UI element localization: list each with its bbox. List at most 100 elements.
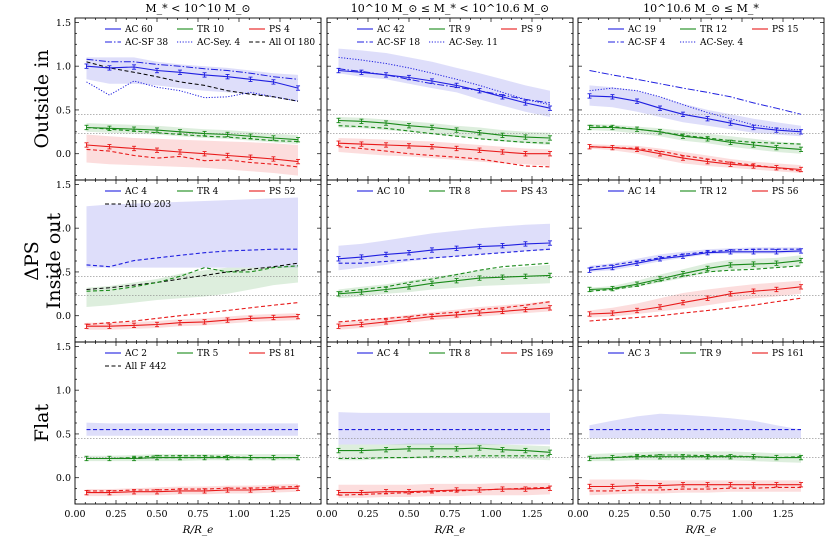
tr-point [658, 454, 662, 460]
ps-point [407, 143, 411, 149]
panel-r0-c0: 0.0 0.5 1.0 1.5 AC 60 TR 10 PS 4 AC-SF 38 AC-Sey… [56, 17, 322, 181]
ps-point [225, 152, 230, 159]
ps-point [107, 144, 112, 150]
tr-point [84, 124, 89, 131]
tr-point [248, 454, 253, 461]
legend-entry: AC-Sey. 11 [429, 38, 498, 48]
ac-point [548, 105, 553, 111]
ps-point [336, 323, 341, 329]
ac-band [589, 413, 801, 439]
legend-label: PS 4 [269, 25, 290, 35]
legend-label: TR 8 [449, 187, 471, 197]
ps-point [658, 304, 662, 310]
legend-entry: TR 12 [680, 25, 727, 35]
legend-entry: TR 9 [680, 349, 722, 359]
tr-point [751, 142, 756, 148]
ps-point [548, 305, 553, 311]
panel-r0-c1: AC 42 TR 9 PS 9 AC-SF 18 AC-Sey. 11 [326, 17, 574, 181]
panel-r0-c2: AC 19 TR 12 PS 15 AC-SF 4 AC-Sey. 4 [577, 17, 825, 181]
tr-point [548, 449, 553, 455]
ps-point [500, 486, 505, 492]
svg-text:Flat: Flat [31, 404, 53, 443]
legend-entry: TR 9 [429, 25, 471, 35]
legend-label: TR 12 [700, 25, 727, 35]
legend-entry: AC 4 [357, 349, 399, 359]
ps-point [610, 310, 615, 316]
ps-dashed-line [86, 148, 299, 168]
tr-point [587, 455, 592, 462]
tr-point [107, 455, 112, 462]
ac-band [86, 57, 298, 102]
tr-point [177, 129, 182, 135]
ps-point [155, 321, 159, 328]
legend-entry: All IO 203 [105, 200, 171, 210]
tr-line [589, 456, 801, 460]
tr-point [799, 146, 804, 152]
ps-point [384, 142, 389, 148]
column-title: 10^10.6 M_⊙ ≤ M_* [643, 2, 759, 15]
x-tick-label: 1.25 [269, 509, 290, 520]
ps-point [296, 485, 301, 491]
legend-entry: AC 60 [105, 25, 153, 35]
ps-point [225, 487, 230, 493]
legend-label: TR 10 [197, 25, 224, 35]
legend-entry: TR 4 [177, 187, 219, 197]
ps-point [84, 142, 89, 148]
ps-point [359, 141, 364, 147]
tr-point [680, 271, 685, 277]
x-tick-label: 1.25 [772, 509, 793, 520]
ps-point [705, 158, 710, 165]
tr-point [132, 455, 137, 462]
panel-r1-c1: AC 10 TR 8 PS 43 [326, 179, 574, 343]
tr-point [658, 129, 662, 135]
ps-point [202, 488, 207, 494]
tr-point [429, 446, 434, 452]
ps-point [84, 489, 89, 496]
tr-point [296, 454, 301, 461]
legend-entry: TR 5 [177, 349, 219, 359]
ps-point [202, 319, 207, 325]
tr-point [751, 454, 756, 460]
tr-point [500, 274, 505, 280]
ac-point [429, 78, 434, 84]
all-line [86, 61, 299, 102]
ac-point [587, 93, 592, 99]
legend-entry: PS 81 [249, 349, 296, 359]
panel-r1-c0: 0.0 0.5 1.0 1.5 AC 4 TR 4 PS 52 All IO 203 [56, 179, 322, 343]
legend-label: AC-SF 38 [124, 38, 168, 48]
tr-point [271, 135, 276, 141]
legend-entry: AC 4 [105, 187, 147, 197]
ps-point [202, 151, 207, 157]
legend-label: TR 12 [700, 187, 727, 197]
y-tick-label: 0.5 [56, 105, 71, 116]
legend-entry: PS 161 [752, 349, 804, 359]
y-tick-label: 1.0 [56, 386, 71, 397]
tr-point [429, 280, 434, 286]
ps-point [177, 488, 182, 494]
tr-point [477, 275, 482, 281]
ps-band [86, 134, 298, 176]
ac-dashed-line [86, 248, 298, 268]
tr-point [384, 120, 389, 126]
tr-point [454, 278, 459, 284]
ps-point [454, 312, 459, 318]
ps-point [359, 489, 364, 496]
tr-dashed-line [338, 455, 550, 460]
tr-point [523, 447, 528, 454]
x-tick-label: 1.00 [228, 509, 249, 520]
row-label: Outside in [31, 49, 53, 148]
tr-dashed-line [86, 265, 299, 292]
ps-line [86, 487, 299, 494]
legend-entry: AC 2 [105, 349, 147, 359]
ac-point [202, 72, 207, 78]
ps-point [751, 163, 756, 169]
x-tick-label: 1.00 [480, 509, 501, 520]
ac-point [225, 74, 230, 80]
tr-point [587, 286, 592, 293]
ps-point [271, 486, 276, 492]
ac-point [705, 250, 710, 256]
ps-dashed-line [86, 302, 299, 326]
legend-entry: TR 8 [429, 349, 471, 359]
ps-point [635, 482, 640, 489]
ps-point [155, 489, 159, 495]
